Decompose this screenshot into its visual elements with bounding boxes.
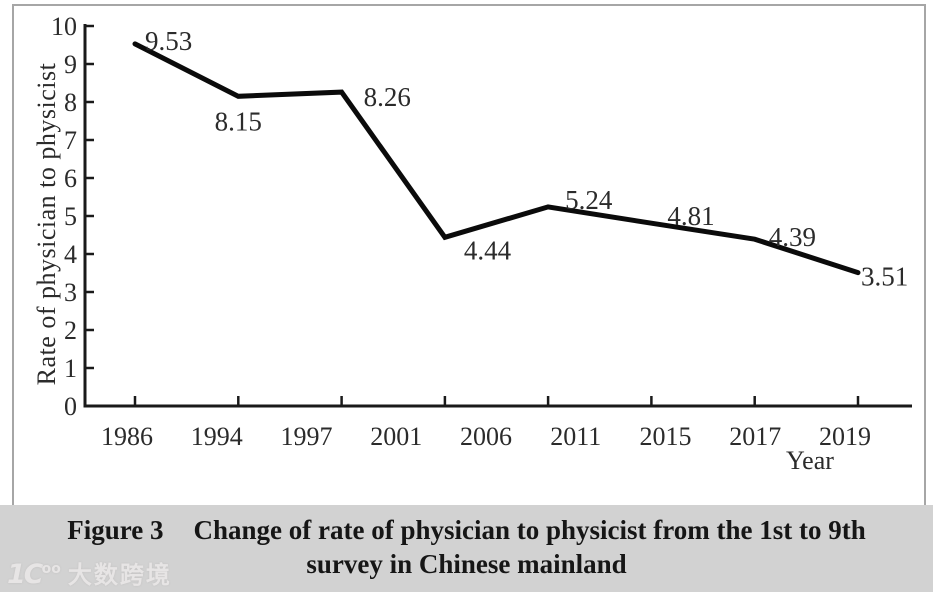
data-point-label: 8.15 (215, 106, 262, 136)
watermark: 1Coo 大数跨境 (7, 561, 172, 588)
data-point-label: 3.51 (861, 262, 908, 292)
x-tick-label: 2006 (460, 422, 512, 451)
y-tick-label: 9 (64, 50, 77, 79)
x-tick-label: 1997 (281, 422, 333, 451)
x-tick-label: 2015 (640, 422, 692, 451)
data-point-label: 9.53 (145, 26, 192, 56)
y-tick-label: 2 (64, 316, 77, 345)
x-tick-label: 2001 (370, 422, 422, 451)
y-tick-label: 6 (64, 164, 77, 193)
figure-number: Figure 3 (67, 515, 164, 545)
line-chart-canvas: 0 1 2 3 4 5 6 7 8 9 10 1986 1994 1997 2001 2006 2011 2015… (51, 12, 912, 451)
data-point-label: 5.24 (565, 185, 613, 215)
y-tick-label: 10 (51, 12, 77, 41)
data-point-label: 4.81 (667, 201, 714, 231)
x-tick-label: 2019 (819, 422, 871, 451)
y-tick-label: 4 (64, 240, 77, 269)
x-tick-label: 2017 (729, 422, 781, 451)
y-tick-label: 8 (64, 88, 77, 117)
data-line (132, 41, 861, 276)
data-point-label: 4.44 (464, 235, 512, 265)
figure-caption-line1: Figure 3 Change of rate of physician to p… (0, 513, 933, 547)
x-tick-label: 1986 (101, 422, 153, 451)
y-tick-label: 5 (64, 202, 77, 231)
caption-band: Figure 3 Change of rate of physician to p… (0, 505, 933, 592)
y-tick-label: 0 (64, 392, 77, 421)
data-point-label: 4.39 (769, 222, 816, 252)
watermark-text: 大数跨境 (67, 560, 172, 589)
y-axis-title: Rate of physician to physicist (32, 62, 61, 386)
x-axis-title: Year (786, 446, 834, 475)
y-tick-label: 7 (64, 126, 77, 155)
figure-caption-text: Change of rate of physician to physicist… (193, 515, 866, 545)
figure-caption-line2: survey in Chinese mainland (306, 549, 627, 579)
data-point-label: 8.26 (364, 82, 411, 112)
x-tick-label: 2011 (550, 422, 601, 451)
watermark-logo-icon: 1Coo (7, 559, 61, 590)
x-tick-label: 1994 (191, 422, 243, 451)
y-tick-label: 1 (64, 354, 77, 383)
y-tick-label: 3 (64, 278, 77, 307)
chart-frame-border (12, 4, 926, 505)
